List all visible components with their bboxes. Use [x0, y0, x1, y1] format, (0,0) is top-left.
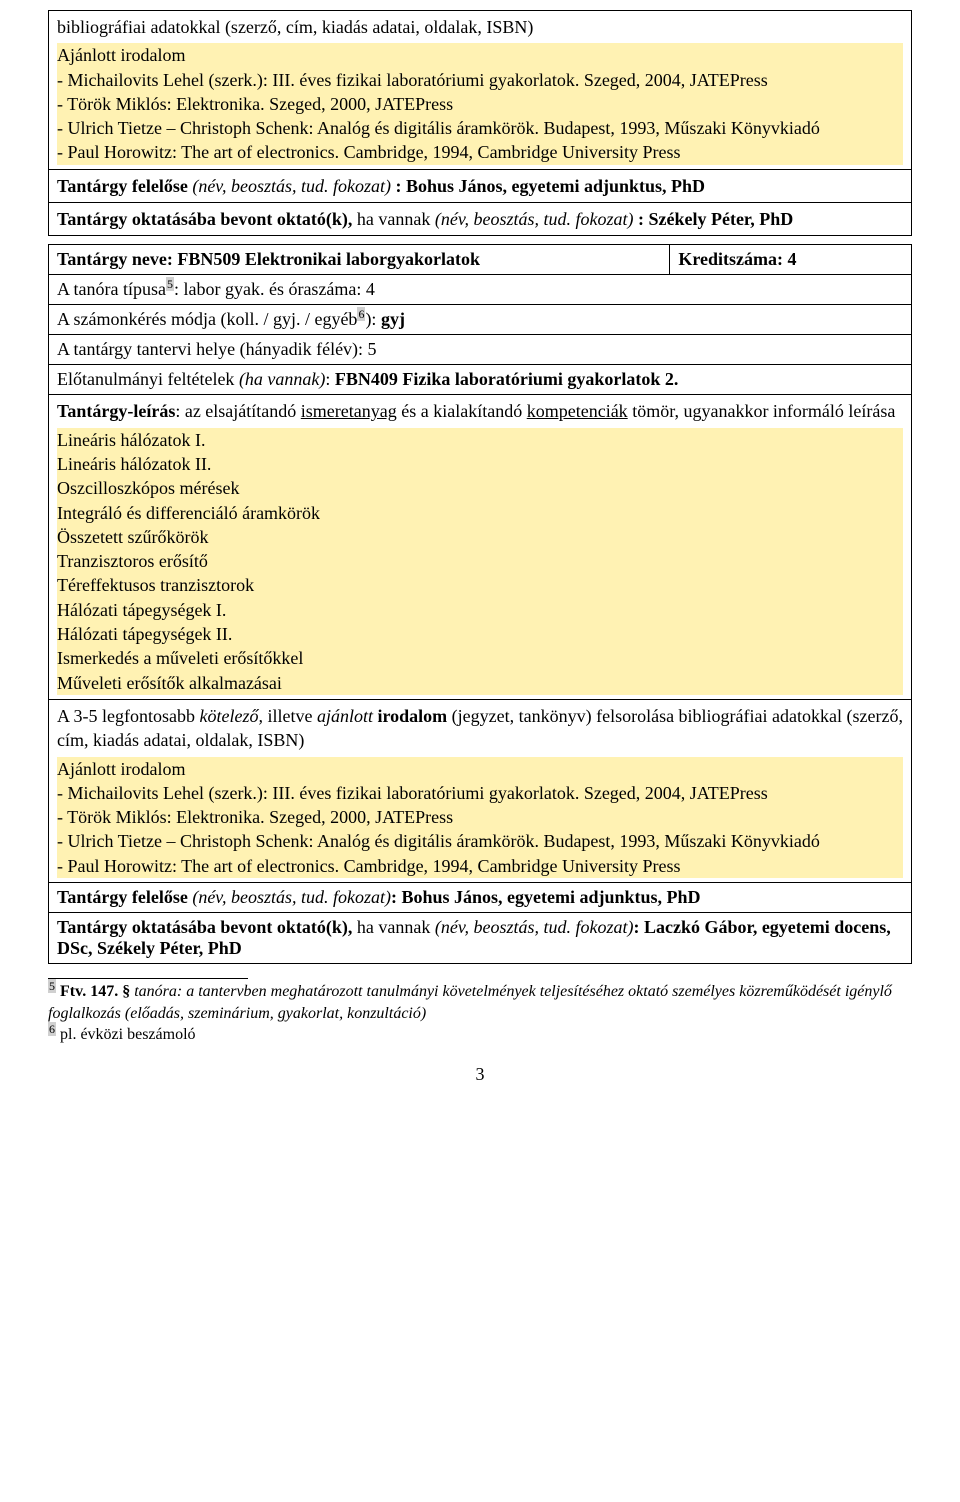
responsible-value: : Bohus János, egyetemi adjunktus, PhD: [395, 176, 705, 196]
exam-mode-a: A számonkérés módja (koll. / gyj. / egyé…: [57, 309, 357, 329]
instructors2-italic: (név, beosztás, tud. fokozat): [435, 917, 634, 937]
biblio-top-line: bibliográfiai adatokkal (szerző, cím, ki…: [57, 15, 903, 39]
footnote-5-num: 5: [48, 979, 56, 993]
biblio-cell: bibliográfiai adatokkal (szerző, cím, ki…: [49, 11, 912, 170]
footnote-6-num: 6: [48, 1022, 56, 1036]
desc-e: kompetenciák: [527, 401, 628, 421]
prereq-c: :: [325, 369, 335, 389]
semester-text: A tantárgy tantervi helye (hányadik félé…: [57, 339, 377, 359]
class-type-cell: A tanóra típusa5: labor gyak. és óraszám…: [49, 275, 912, 305]
responsible2-label: Tantárgy felelőse: [57, 887, 188, 907]
instructors-value: : Székely Péter, PhD: [638, 209, 793, 229]
lit-c: illetve: [263, 706, 317, 726]
course-table-2: Tantárgy neve: FBN509 Elektronikai labor…: [48, 244, 912, 964]
desc-a: Tantárgy-leírás: [57, 401, 175, 421]
footnotes: 5 Ftv. 147. § tanóra: a tantervben megha…: [48, 981, 912, 1046]
footnote-divider: [48, 978, 248, 979]
exam-mode-cell: A számonkérés módja (koll. / gyj. / egyé…: [49, 305, 912, 335]
semester-cell: A tantárgy tantervi helye (hányadik félé…: [49, 335, 912, 365]
responsible-label: Tantárgy felelőse: [57, 176, 188, 196]
biblio-highlight: Ajánlott irodalom - Michailovits Lehel (…: [57, 43, 903, 164]
course-desc-cell: Tantárgy-leírás: az elsajátítandó ismere…: [49, 395, 912, 700]
prereq-b: (ha vannak): [239, 369, 325, 389]
desc-c: ismeretanyag: [301, 401, 397, 421]
course-table-1: bibliográfiai adatokkal (szerző, cím, ki…: [48, 10, 912, 236]
lit-b: kötelező,: [199, 706, 262, 726]
responsible2-italic: (név, beosztás, tud. fokozat): [188, 887, 391, 907]
class-type-a: A tanóra típusa: [57, 279, 166, 299]
desc-d: és a kialakítandó: [397, 401, 527, 421]
lit-highlight: Ajánlott irodalom - Michailovits Lehel (…: [57, 757, 903, 878]
instructors-mid: ha vannak: [357, 209, 435, 229]
prereq-d: FBN409 Fizika laboratóriumi gyakorlatok …: [335, 369, 679, 389]
instructors-cell: Tantárgy oktatásába bevont oktató(k), ha…: [49, 203, 912, 236]
desc-f: tömör, ugyanakkor informáló leírása: [628, 401, 896, 421]
instructors2-cell: Tantárgy oktatásába bevont oktató(k), ha…: [49, 913, 912, 964]
lit-a: A 3-5 legfontosabb: [57, 706, 199, 726]
responsible2-value: : Bohus János, egyetemi adjunktus, PhD: [391, 887, 701, 907]
class-type-b: : labor gyak. és óraszáma: 4: [174, 279, 375, 299]
page-number: 3: [48, 1064, 912, 1085]
responsible2-cell: Tantárgy felelőse (név, beosztás, tud. f…: [49, 883, 912, 913]
course-name-cell: Tantárgy neve: FBN509 Elektronikai labor…: [49, 245, 670, 275]
credit-label: Kreditszáma: 4: [678, 249, 796, 269]
footnote-5-b: tanóra: a tantervben meghatározott tanul…: [48, 983, 892, 1022]
exam-mode-c: gyj: [381, 309, 405, 329]
credit-cell: Kreditszáma: 4: [670, 245, 912, 275]
prereq-a: Előtanulmányi feltételek: [57, 369, 239, 389]
responsible-cell: Tantárgy felelőse (név, beosztás, tud. f…: [49, 169, 912, 202]
lit-d: ajánlott: [317, 706, 373, 726]
responsible-italic: (név, beosztás, tud. fokozat): [192, 176, 391, 196]
desc-b: : az elsajátítandó: [175, 401, 300, 421]
instructors2-label: Tantárgy oktatásába bevont oktató(k),: [57, 917, 352, 937]
prereq-cell: Előtanulmányi feltételek (ha vannak): FB…: [49, 365, 912, 395]
instructors-label: Tantárgy oktatásába bevont oktató(k),: [57, 209, 352, 229]
footnote-ref-5: 5: [166, 277, 174, 291]
footnote-6: 6 pl. évközi beszámoló: [48, 1024, 912, 1046]
instructors-italic: (név, beosztás, tud. fokozat): [435, 209, 634, 229]
footnote-6-text: pl. évközi beszámoló: [56, 1026, 196, 1043]
lit-e: irodalom: [373, 706, 447, 726]
footnote-5: 5 Ftv. 147. § tanóra: a tantervben megha…: [48, 981, 912, 1024]
lit-cell: A 3-5 legfontosabb kötelező, illetve ajá…: [49, 699, 912, 882]
exam-mode-b: ):: [365, 309, 381, 329]
instructors2-mid: ha vannak: [352, 917, 434, 937]
footnote-5-a: Ftv. 147. §: [60, 983, 130, 1000]
desc-highlight: Lineáris hálózatok I. Lineáris hálózatok…: [57, 428, 903, 695]
course-name-label: Tantárgy neve: FBN509 Elektronikai labor…: [57, 249, 480, 269]
page-container: bibliográfiai adatokkal (szerző, cím, ki…: [0, 0, 960, 1105]
